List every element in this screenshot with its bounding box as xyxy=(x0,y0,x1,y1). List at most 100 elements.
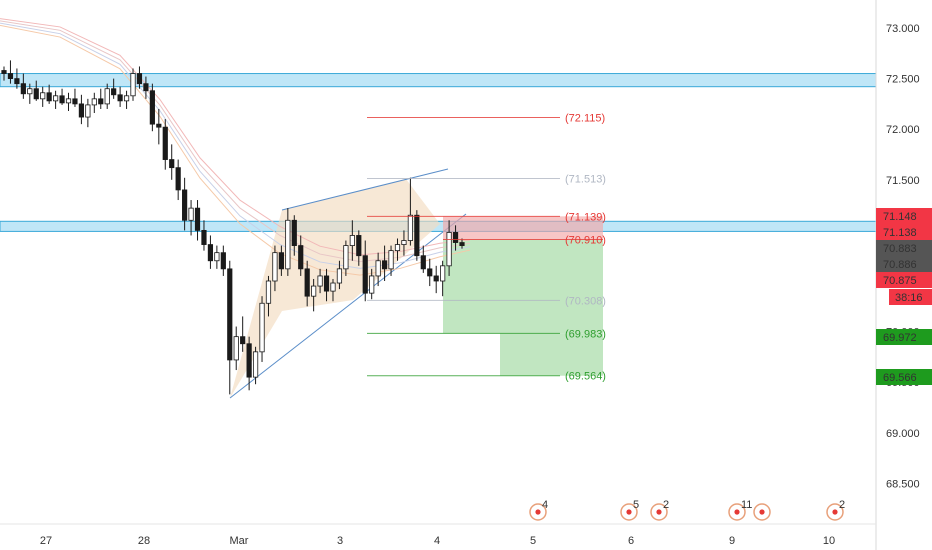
candle-body xyxy=(452,232,459,243)
price-tags: 71.148 71.138 70.883 70.886 70.875 38:16 69.97… xyxy=(876,208,932,385)
candle-body xyxy=(117,94,123,102)
event-count: 2 xyxy=(839,499,845,511)
candle-body xyxy=(433,275,439,282)
price-tag xyxy=(876,208,932,224)
candle-body xyxy=(414,214,420,257)
short-position-tool[interactable] xyxy=(443,216,603,376)
candle-body xyxy=(381,260,388,270)
candle-body xyxy=(65,98,72,104)
candle-body xyxy=(14,78,20,85)
level-label: (71.513) xyxy=(565,173,606,185)
candle-body xyxy=(46,92,52,102)
candle-body xyxy=(369,275,375,294)
candle-body xyxy=(427,268,433,277)
moving-average-line xyxy=(0,24,471,276)
price-tag-label: 71.148 xyxy=(883,211,917,223)
candle-body xyxy=(407,214,413,241)
time-axis[interactable]: 27 28 Mar 3 4 5 6 9 10 xyxy=(0,523,876,547)
price-tag xyxy=(889,289,932,305)
take-profit-zone-2 xyxy=(500,333,603,376)
candle-body xyxy=(227,268,233,361)
events-layer: 4 5 2 11 2 xyxy=(529,499,845,521)
candle-body xyxy=(33,88,39,100)
price-axis-tick-label: 73.000 xyxy=(886,23,920,35)
candle-body xyxy=(285,219,291,270)
candle-body xyxy=(459,242,465,246)
price-tag xyxy=(876,272,932,288)
time-axis-tick-label: 6 xyxy=(628,535,634,547)
candle-body xyxy=(246,343,252,378)
candle-body xyxy=(278,252,284,270)
price-axis-tick-label: 72.000 xyxy=(886,124,920,136)
candle-body xyxy=(40,92,46,100)
candle-body xyxy=(362,255,368,294)
event-count: 11 xyxy=(741,499,752,511)
level-label: (69.983) xyxy=(565,328,606,340)
level-label: (69.564) xyxy=(565,371,606,383)
wedge-upper-line[interactable] xyxy=(281,168,449,211)
price-tag xyxy=(876,256,932,272)
time-axis-tick-label: 28 xyxy=(138,535,150,547)
event-count: 5 xyxy=(633,499,639,511)
price-tag-label: 70.875 xyxy=(883,275,917,287)
candle-body xyxy=(85,104,91,118)
event-count: 2 xyxy=(663,499,669,511)
candle-body xyxy=(375,260,381,277)
candle-body xyxy=(91,98,97,106)
event-marker-dot xyxy=(759,509,765,515)
wedge-lower-line[interactable] xyxy=(229,213,467,399)
moving-average-line xyxy=(0,20,471,263)
price-tag-label: 38:16 xyxy=(895,292,923,304)
price-tag xyxy=(876,329,932,345)
candle-body xyxy=(349,235,355,246)
candle-body xyxy=(104,88,110,105)
candle-body xyxy=(401,240,407,245)
price-tag xyxy=(876,240,932,256)
candle-body xyxy=(27,88,33,95)
candle-body xyxy=(323,275,330,292)
time-axis-tick-label: 3 xyxy=(337,535,343,547)
candle-body xyxy=(98,98,104,105)
candle-body xyxy=(291,219,297,246)
candle-body xyxy=(207,244,214,262)
candle-body xyxy=(272,252,278,282)
price-tag-label: 71.138 xyxy=(883,227,917,239)
candle-body xyxy=(182,189,188,221)
candle-body xyxy=(240,336,246,345)
candle-body xyxy=(53,95,59,102)
price-axis-tick-label: 72.500 xyxy=(886,74,920,86)
event-marker-dot xyxy=(535,509,541,515)
time-axis-tick-label: 4 xyxy=(434,535,440,547)
candle-body xyxy=(188,207,194,221)
event-count: 4 xyxy=(542,499,548,511)
level-label: (70.910) xyxy=(565,235,606,247)
candle-body xyxy=(440,265,446,282)
candle-body xyxy=(156,123,162,128)
candle-body xyxy=(388,250,394,270)
candle-body xyxy=(201,229,207,245)
candle-body xyxy=(265,280,272,304)
candles-layer xyxy=(1,60,465,395)
time-axis-tick-label: 10 xyxy=(823,535,835,547)
price-axis-tick-label: 71.500 xyxy=(886,175,920,187)
moving-average-line xyxy=(0,18,471,256)
candle-body xyxy=(1,70,7,74)
candle-body xyxy=(317,275,323,287)
candle-body xyxy=(123,95,130,102)
price-tag xyxy=(876,224,932,240)
moving-average-line xyxy=(0,22,471,269)
event-marker-dot xyxy=(832,509,838,515)
candle-body xyxy=(259,302,265,353)
candle-body xyxy=(162,126,168,160)
stop-loss-zone xyxy=(443,216,603,240)
candle-body xyxy=(20,83,26,95)
candle-body xyxy=(394,244,401,252)
price-tag-label: 69.566 xyxy=(883,372,917,384)
candle-body xyxy=(311,285,317,297)
candle-body xyxy=(143,83,149,92)
level-label: (72.115) xyxy=(565,113,605,125)
candle-body xyxy=(149,90,155,125)
candle-body xyxy=(175,167,181,191)
price-tag-label: 70.886 xyxy=(883,259,917,271)
